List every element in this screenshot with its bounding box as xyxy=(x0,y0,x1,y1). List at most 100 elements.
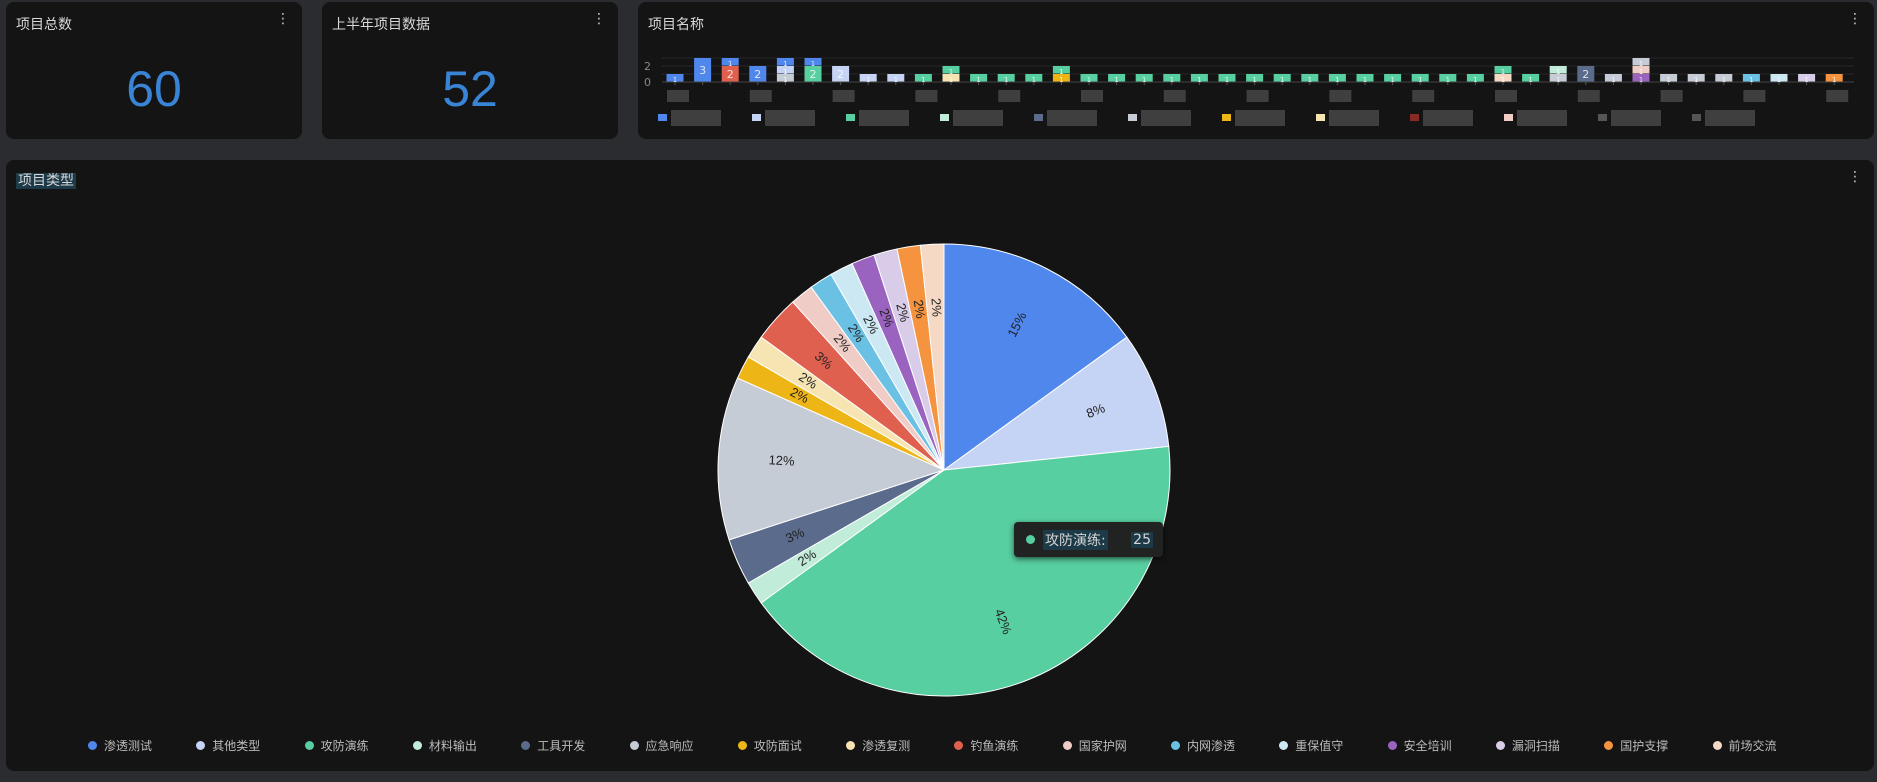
more-menu-icon[interactable]: ⋮ xyxy=(592,11,606,27)
bar-segment-安全培训[interactable] xyxy=(1632,74,1650,82)
bar-segment-攻防演练[interactable] xyxy=(1328,74,1346,82)
bar-segment-国家护网[interactable] xyxy=(1632,66,1650,74)
bar-segment-攻防演练[interactable] xyxy=(1273,74,1291,82)
bar-segment-漏洞扫描[interactable] xyxy=(1798,74,1816,82)
bar-segment-渗透测试[interactable] xyxy=(666,74,684,82)
bar-segment-攻防演练[interactable] xyxy=(1494,66,1512,74)
bar-segment-攻防演练[interactable] xyxy=(1163,74,1181,82)
bar-segment-攻防演练[interactable] xyxy=(1025,74,1043,82)
bar-segment-应急响应[interactable] xyxy=(776,74,794,82)
blurred-x-label xyxy=(1495,90,1517,102)
blurred-legend-label xyxy=(1517,110,1567,126)
legend-dot xyxy=(304,741,314,750)
legend-item[interactable]: 钓鱼演练 xyxy=(954,737,1018,754)
bar-segment-应急响应[interactable] xyxy=(1660,74,1678,82)
bar-segment-其他类型[interactable] xyxy=(859,74,877,82)
bar-value-label: 1 xyxy=(921,76,925,84)
bar-segment-攻防演练[interactable] xyxy=(1522,74,1540,82)
bar-segment-其他类型[interactable] xyxy=(832,66,850,82)
bar-segment-攻防演练[interactable] xyxy=(804,66,822,82)
legend-item[interactable]: 重保值守 xyxy=(1279,737,1343,754)
project-types-card: 项目类型 ⋮ xyxy=(6,160,1874,771)
bar-segment-攻防演练[interactable] xyxy=(1052,66,1070,74)
bar-segment-渗透测试[interactable] xyxy=(721,58,739,66)
legend-label: 前场交流 xyxy=(1728,739,1777,753)
legend-item[interactable]: 渗透复测 xyxy=(846,737,910,754)
legend-label: 安全培训 xyxy=(1403,739,1452,753)
bar-segment-攻防演练[interactable] xyxy=(1466,74,1484,82)
legend-item[interactable]: 攻防演练 xyxy=(304,737,369,754)
bar-segment-渗透测试[interactable] xyxy=(749,66,767,82)
bar-segment-渗透复测[interactable] xyxy=(942,74,960,82)
bar-segment-应急响应[interactable] xyxy=(1549,74,1567,82)
bar-value-label: 1 xyxy=(976,76,980,84)
bar-segment-攻防演练[interactable] xyxy=(970,74,988,82)
bar-segment-渗透测试[interactable] xyxy=(776,58,794,66)
tooltip-label: 攻防演练: xyxy=(1043,529,1108,550)
legend-dot xyxy=(1171,741,1180,750)
more-menu-icon[interactable]: ⋮ xyxy=(1848,169,1862,185)
bar-segment-攻防演练[interactable] xyxy=(1246,74,1264,82)
bar-segment-应急响应[interactable] xyxy=(1715,74,1733,82)
blurred-legend-label xyxy=(1235,110,1285,126)
bar-value-label: 1 xyxy=(1473,76,1477,84)
legend-item[interactable]: 渗透测试 xyxy=(88,737,152,754)
more-menu-icon[interactable]: ⋮ xyxy=(1848,11,1862,27)
legend-dot xyxy=(629,741,639,750)
legend-item[interactable]: 前场交流 xyxy=(1712,737,1777,754)
bar-segment-攻防演练[interactable] xyxy=(1411,74,1429,82)
bar-segment-重保值守[interactable] xyxy=(1770,74,1788,82)
legend-item[interactable]: 国家护网 xyxy=(1062,737,1127,754)
bar-segment-其他类型[interactable] xyxy=(776,66,794,74)
bar-value-label: 1 xyxy=(783,76,787,84)
bar-segment-材料输出[interactable] xyxy=(1549,66,1567,74)
bar-segment-攻防演练[interactable] xyxy=(1080,74,1098,82)
legend-item[interactable]: 漏洞扫描 xyxy=(1495,737,1560,754)
bar-value-label: 1 xyxy=(1446,76,1450,84)
bar-segment-攻防演练[interactable] xyxy=(1356,74,1374,82)
bar-value-label: 2 xyxy=(727,68,734,81)
blurred-x-label xyxy=(1081,90,1103,102)
bar-segment-攻防演练[interactable] xyxy=(1218,74,1236,82)
legend-item[interactable]: 安全培训 xyxy=(1387,737,1452,754)
bar-segment-工具开发[interactable] xyxy=(1577,66,1595,82)
bar-segment-应急响应[interactable] xyxy=(1632,58,1650,66)
legend-item[interactable]: 国护支撑 xyxy=(1604,737,1668,754)
bar-segment-应急响应[interactable] xyxy=(1687,74,1705,82)
legend-item[interactable]: 内网渗透 xyxy=(1171,737,1235,754)
bar-segment-国护支撑[interactable] xyxy=(1825,74,1843,82)
bar-segment-攻防面试[interactable] xyxy=(1052,74,1070,82)
more-menu-icon[interactable]: ⋮ xyxy=(276,11,290,27)
legend-dot xyxy=(521,741,531,750)
bar-segment-攻防演练[interactable] xyxy=(1384,74,1402,82)
bar-segment-渗透测试[interactable] xyxy=(804,58,822,66)
bar-segment-攻防演练[interactable] xyxy=(997,74,1015,82)
bar-segment-攻防演练[interactable] xyxy=(1301,74,1319,82)
legend-item[interactable]: 攻防面试 xyxy=(737,737,802,754)
legend-item[interactable]: 其他类型 xyxy=(196,737,260,754)
bar-value-label: 1 xyxy=(894,76,898,84)
bar-segment-其他类型[interactable] xyxy=(887,74,905,82)
legend-item[interactable]: 材料输出 xyxy=(412,737,477,754)
bar-legend-swatch xyxy=(1034,114,1043,121)
bar-segment-攻防演练[interactable] xyxy=(1190,74,1208,82)
bar-segment-渗透测试[interactable] xyxy=(694,58,712,82)
bar-legend-swatch xyxy=(1504,114,1513,121)
legend-label: 渗透复测 xyxy=(862,739,911,753)
bar-segment-钓鱼演练[interactable] xyxy=(721,66,739,82)
bar-segment-攻防演练[interactable] xyxy=(914,74,932,82)
bar-segment-前场交流[interactable] xyxy=(1494,74,1512,82)
blurred-legend-label xyxy=(1611,110,1661,126)
bar-segment-应急响应[interactable] xyxy=(1604,74,1622,82)
bar-segment-内网渗透[interactable] xyxy=(1742,74,1760,82)
bar-segment-攻防演练[interactable] xyxy=(1439,74,1457,82)
bar-segment-攻防演练[interactable] xyxy=(942,66,960,74)
bar-segment-攻防演练[interactable] xyxy=(1135,74,1153,82)
legend-item[interactable]: 应急响应 xyxy=(629,737,694,754)
bar-value-label: 1 xyxy=(949,68,953,76)
bar-value-label: 1 xyxy=(1639,76,1643,84)
bar-segment-攻防演练[interactable] xyxy=(1108,74,1126,82)
bar-value-label: 1 xyxy=(1363,76,1367,84)
legend-item[interactable]: 工具开发 xyxy=(521,737,585,754)
